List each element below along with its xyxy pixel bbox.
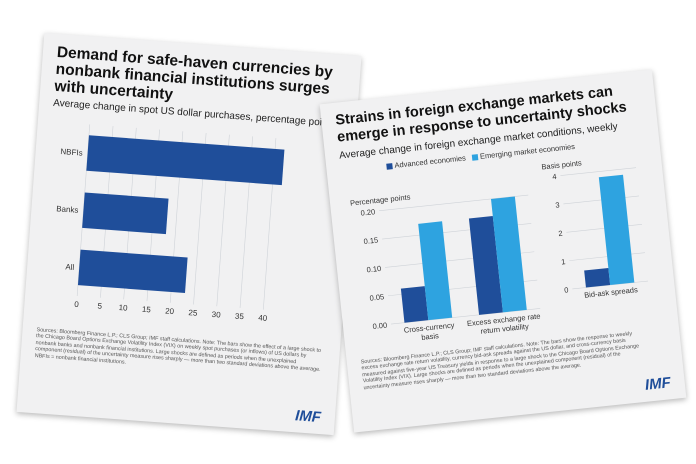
x-tick-label: 40	[258, 313, 268, 323]
gridline	[563, 195, 640, 205]
y-tick-label: 4	[552, 172, 557, 181]
category-label: NBFIs	[60, 147, 83, 158]
x-tick-label: 20	[165, 306, 175, 316]
y-axis-title: Basis points	[541, 158, 582, 171]
category-label: Bid-ask spreads	[584, 285, 639, 300]
x-tick-label: 0	[74, 300, 80, 309]
category-label: All	[65, 262, 75, 272]
y-tick-label: 0.05	[369, 292, 384, 302]
y-tick-label: 0.10	[366, 264, 381, 274]
y-tick-label: 1	[561, 257, 566, 266]
imf-logo: IMF	[294, 407, 322, 427]
y-tick-label: 2	[558, 229, 563, 238]
bar-chart-usd-purchases: 0 5 10 15 20 25 30 35 40 NBFIs Banks All	[56, 124, 285, 323]
bar-advanced	[400, 286, 429, 323]
legend-swatch-emerging	[471, 154, 479, 161]
x-tick-label: 5	[97, 302, 103, 311]
bar-emerging	[598, 174, 635, 285]
category-label: basis	[421, 331, 440, 342]
x-tick-label: 25	[188, 308, 198, 318]
y-axis-title: Percentage points	[350, 192, 411, 207]
category-label: Banks	[56, 204, 79, 215]
bar-emerging	[418, 221, 453, 321]
gridline	[379, 194, 529, 212]
bar-banks	[82, 192, 169, 235]
x-tick-label: 15	[142, 305, 152, 315]
legend-swatch-advanced	[386, 163, 393, 170]
bar-nbfis	[86, 135, 285, 186]
y-tick-label: 3	[555, 200, 560, 209]
bar-advanced	[584, 267, 611, 288]
chart-card-nbfi-demand: Demand for safe-haven currencies by nonb…	[16, 32, 362, 436]
gridline	[76, 124, 91, 296]
y-tick-label: 0.15	[363, 236, 378, 246]
imf-logo: IMF	[644, 374, 672, 394]
gridline	[566, 224, 643, 233]
bar-advanced	[468, 215, 503, 315]
x-tick-label: 35	[235, 312, 245, 322]
chart-card-fx-strains: Strains in foreign exchange markets can …	[319, 69, 687, 433]
y-tick-label: 0.20	[360, 207, 375, 217]
gridline	[560, 167, 637, 176]
bar-chart-fx-conditions: Percentage points0.000.050.100.150.20Cro…	[350, 158, 648, 342]
x-tick-label: 30	[211, 310, 221, 320]
y-tick-label: 0.00	[372, 321, 387, 331]
x-tick-label: 10	[118, 303, 128, 313]
bar-all	[77, 249, 188, 293]
bar-emerging	[490, 196, 527, 313]
y-tick-label: 0	[564, 285, 569, 294]
